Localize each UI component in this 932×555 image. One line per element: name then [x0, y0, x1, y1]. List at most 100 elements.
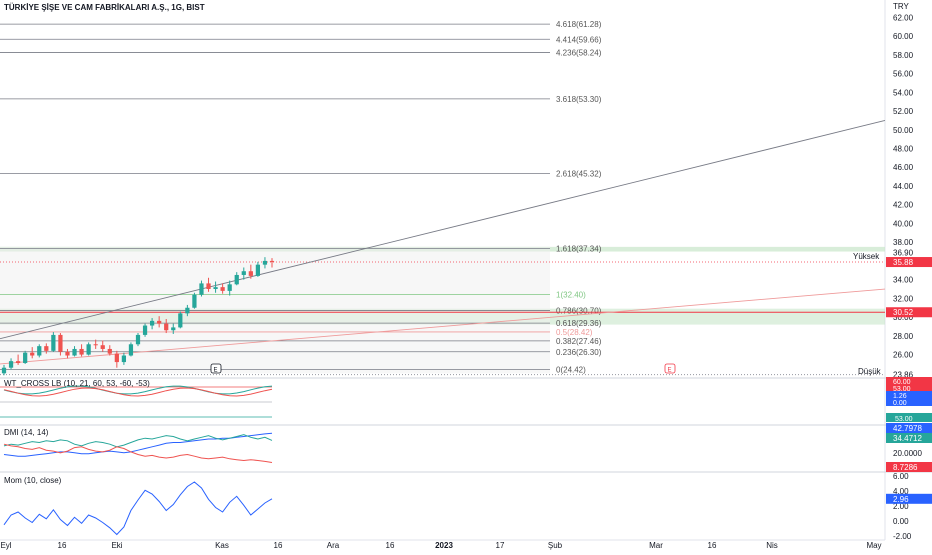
candle-body: [86, 344, 91, 355]
fib-level-label: 0.382(27.46): [556, 337, 602, 346]
wt-badge-label: 53.00: [893, 386, 911, 393]
mom-axis-tick: -2.00: [893, 532, 912, 541]
dmi-badge: [886, 462, 932, 472]
candle-body: [100, 345, 105, 349]
price-tick-label: 23.86: [893, 371, 914, 380]
symbol-title: TÜRKİYE ŞİŞE VE CAM FABRİKALARI A.Ş., 1G…: [4, 3, 205, 12]
wt-level-badge-label: 53.00: [895, 416, 913, 423]
candle-body: [121, 355, 127, 363]
candle-body: [149, 320, 155, 326]
price-tick-label: 36.90: [893, 248, 914, 257]
candle-body: [142, 325, 148, 335]
price-badge-label: 35.88: [893, 258, 914, 267]
candle-body: [269, 260, 275, 263]
time-axis-label: 17: [496, 541, 505, 550]
price-tick-label: 56.00: [893, 70, 914, 79]
wt-level-badge: [886, 413, 932, 422]
candle-body: [227, 284, 232, 291]
price-tick-label: 38.00: [893, 238, 914, 247]
price-tick-label: 40.00: [893, 219, 914, 228]
price-tick-label: 30.00: [893, 313, 914, 322]
time-axis-label: May: [866, 541, 881, 550]
dmi-badge: [886, 423, 932, 433]
fib-level-label: 4.236(58.24): [556, 49, 602, 58]
time-axis-label: Ara: [327, 541, 340, 550]
fib-level-label: 0.786(30.70): [556, 307, 602, 316]
price-tick-label: 54.00: [893, 88, 914, 97]
candle-body: [255, 264, 261, 276]
candle-body: [79, 348, 84, 355]
mom-title: Mom (10, close): [4, 476, 62, 485]
candle-body: [241, 271, 246, 275]
dmi-plus-line: [3, 434, 273, 448]
dmi-badge-label: 34.4712: [893, 434, 922, 443]
currency-label: TRY: [893, 2, 910, 11]
candle-body: [93, 344, 98, 346]
wt-badge-label: 0.00: [893, 400, 907, 407]
mom-badge-label: 2.96: [893, 495, 909, 504]
candle-body: [51, 334, 56, 351]
price-tick-label: 50.00: [893, 126, 914, 135]
dmi-axis-tick: 20.0000: [893, 449, 922, 458]
adx-line: [3, 432, 273, 457]
price-tick-label: 46.00: [893, 163, 914, 172]
fib-level-label: 4.618(61.28): [556, 20, 602, 29]
candle-body: [15, 361, 21, 364]
fib-level-label: 3.618(53.30): [556, 95, 602, 104]
time-axis-label: Eyl: [0, 541, 11, 550]
fib-level-label: 4.414(59.66): [556, 35, 602, 44]
candle-body: [220, 287, 225, 291]
candle-body: [157, 320, 162, 324]
fib-level-label: 1.618(37.34): [556, 244, 602, 253]
event-marker: [664, 363, 676, 374]
candle-body: [164, 323, 169, 331]
candle-body: [65, 351, 70, 356]
candle-body: [30, 352, 35, 356]
price-badge-label: 30.52: [893, 308, 914, 317]
price-tick-label: 34.00: [893, 276, 914, 285]
candle-body: [8, 361, 14, 368]
momentum-line: [3, 481, 273, 536]
event-marker-label: E: [214, 368, 218, 374]
mom-axis-tick: 4.00: [893, 487, 909, 496]
high-label: Yüksek: [853, 252, 880, 261]
price-badge: [886, 307, 932, 318]
candle-body: [206, 283, 211, 290]
dmi-title: DMI (14, 14): [4, 428, 49, 437]
mom-badge: [886, 493, 932, 504]
wt-badge-label: 60.00: [893, 379, 911, 386]
fib-level-label: 0(24.42): [556, 365, 586, 374]
time-axis-label: 16: [708, 541, 717, 550]
candle-body: [37, 346, 42, 356]
price-tick-label: 62.00: [893, 13, 914, 22]
wt-badge: [886, 377, 932, 385]
candle-body: [114, 353, 119, 363]
time-axis-label: Kas: [215, 541, 229, 550]
price-tick-label: 52.00: [893, 107, 914, 116]
dmi-badge-label: 8.7286: [893, 463, 918, 472]
candle-body: [135, 334, 141, 345]
candle-body: [262, 260, 268, 265]
candle-body: [192, 294, 197, 308]
candle-body: [213, 287, 218, 290]
price-badge: [886, 257, 932, 268]
candle-body: [171, 327, 176, 331]
fib-level-label: 0.236(26.30): [556, 348, 602, 357]
mom-axis-tick: 6.00: [893, 472, 909, 481]
candle-body: [128, 344, 134, 356]
event-marker: [210, 363, 222, 374]
trend-line: [0, 119, 886, 340]
mom-axis-tick: 2.00: [893, 502, 909, 511]
fib-level-label: 1(32.40): [556, 291, 586, 300]
candle-body: [1, 367, 7, 374]
trend-line-red: [0, 288, 886, 365]
fib-level-label: 2.618(45.32): [556, 170, 602, 179]
candle-body: [248, 271, 253, 276]
price-tick-label: 32.00: [893, 294, 914, 303]
price-tick-label: 42.00: [893, 201, 914, 210]
time-axis-label: 16: [58, 541, 67, 550]
wt-badge: [886, 384, 932, 392]
candle-body: [44, 346, 49, 351]
